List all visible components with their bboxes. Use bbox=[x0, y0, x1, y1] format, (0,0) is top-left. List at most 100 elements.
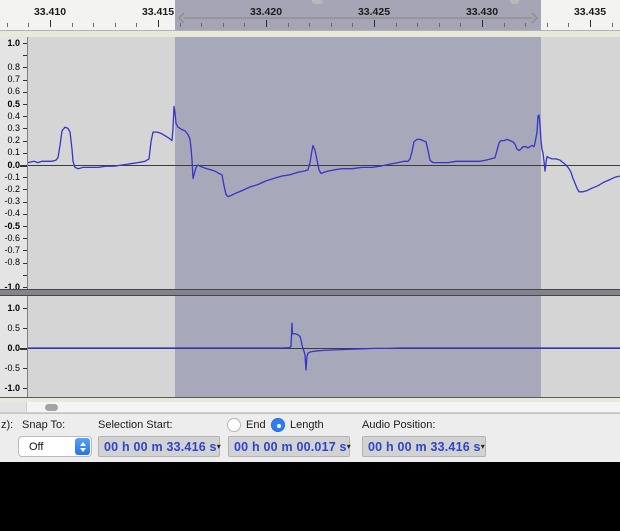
scale-tick bbox=[23, 201, 27, 203]
timeline-selection-region[interactable] bbox=[175, 0, 541, 30]
scale-label: -0.5 bbox=[4, 362, 20, 373]
scale-tick bbox=[20, 164, 27, 167]
ruler-tick bbox=[71, 23, 73, 27]
scale-label: 0.7 bbox=[7, 74, 20, 85]
scale-tick bbox=[23, 104, 27, 105]
selection-start-label: Selection Start: bbox=[98, 419, 173, 431]
scale-label: -0.3 bbox=[4, 196, 20, 207]
cropped-toolbar-notch bbox=[510, 0, 519, 4]
ruler-tick bbox=[525, 23, 527, 27]
track-selection-region[interactable] bbox=[175, 296, 541, 397]
vertical-scale-ruler[interactable]: 1.0 0.5 0.0 -0.5 -1.0 bbox=[0, 296, 28, 397]
vertical-scale-ruler[interactable]: 1.0 0.8 0.7 0.6 0.5 0.4 0.3 0.2 0.1 0.0 -0.1 -0.2 -0… bbox=[0, 37, 28, 289]
scale-label: -0.4 bbox=[4, 208, 20, 219]
scrollbar-corner bbox=[0, 402, 27, 412]
ruler-tick bbox=[114, 23, 116, 27]
selection-length-field[interactable]: 00 h 00 m 00.017 s ▾ bbox=[228, 436, 351, 457]
ruler-tick bbox=[590, 20, 591, 27]
ruler-tick bbox=[568, 23, 570, 27]
scale-label: -0.2 bbox=[4, 183, 20, 194]
scale-label: -0.7 bbox=[4, 244, 20, 255]
ruler-tick bbox=[6, 23, 8, 27]
audio-track-2[interactable]: 1.0 0.5 0.0 -0.5 -1.0 bbox=[0, 296, 620, 397]
audio-track-1[interactable]: 1.0 0.8 0.7 0.6 0.5 0.4 0.3 0.2 0.1 0.0 -0.1 -0.2 -0… bbox=[0, 37, 620, 289]
ruler-tick bbox=[330, 23, 332, 27]
end-radio-label[interactable]: End bbox=[246, 419, 266, 431]
ruler-tick bbox=[352, 23, 354, 27]
ruler-tick bbox=[28, 23, 30, 27]
scale-tick bbox=[23, 368, 27, 369]
scale-tick bbox=[23, 262, 27, 264]
scale-tick bbox=[23, 67, 27, 69]
ruler-tick bbox=[93, 23, 95, 27]
ruler-tick bbox=[374, 20, 375, 27]
scale-tick bbox=[23, 152, 27, 154]
ruler-tick bbox=[266, 20, 267, 27]
bottom-letterbox bbox=[0, 462, 620, 531]
scale-tick bbox=[23, 274, 27, 276]
ruler-tick bbox=[50, 20, 51, 27]
ruler-tick bbox=[309, 23, 311, 27]
scale-tick bbox=[23, 140, 27, 142]
scale-tick bbox=[23, 55, 27, 57]
snap-to-select[interactable]: Off bbox=[18, 436, 92, 457]
scale-tick bbox=[23, 79, 27, 81]
chevron-down-icon[interactable]: ▾ bbox=[216, 441, 221, 451]
scale-tick bbox=[23, 328, 27, 329]
scrollbar-thumb[interactable] bbox=[45, 404, 58, 411]
chevron-down-icon[interactable]: ▾ bbox=[480, 441, 485, 451]
selection-length-value: 00 h 00 m 00.017 s bbox=[234, 439, 347, 454]
scale-tick bbox=[23, 308, 27, 309]
waveform[interactable] bbox=[0, 296, 620, 397]
selection-toolbar: z): Snap To: Selection Start: End Length… bbox=[0, 413, 620, 462]
timeline-ruler[interactable]: 33.410 33.415 33.420 33.425 33.430 33.435 bbox=[0, 0, 620, 31]
audio-position-label: Audio Position: bbox=[362, 419, 436, 431]
timeline-selection-handles[interactable] bbox=[0, 0, 620, 30]
end-radio[interactable] bbox=[227, 418, 241, 432]
scale-label: 0.1 bbox=[7, 147, 20, 158]
scale-label: -0.6 bbox=[4, 232, 20, 243]
workspace-band bbox=[0, 397, 620, 403]
scale-label: 0.3 bbox=[7, 122, 20, 133]
audio-position-value: 00 h 00 m 33.416 s bbox=[368, 439, 481, 454]
zero-amplitude-line bbox=[28, 348, 620, 349]
ruler-tick bbox=[438, 23, 440, 27]
scale-label: 0.0 bbox=[7, 159, 20, 170]
length-radio[interactable] bbox=[271, 418, 285, 432]
track-separator bbox=[0, 289, 620, 296]
scale-label: -0.1 bbox=[4, 171, 20, 182]
ruler-tick bbox=[482, 20, 483, 27]
scale-tick bbox=[23, 91, 27, 93]
track-selection-region[interactable] bbox=[175, 37, 541, 289]
scale-label: 0.4 bbox=[7, 110, 20, 121]
ruler-tick bbox=[179, 23, 181, 27]
ruler-tick bbox=[201, 23, 203, 27]
ruler-tick bbox=[417, 23, 419, 27]
scale-tick bbox=[23, 287, 27, 288]
rate-label-cutoff: z): bbox=[1, 419, 14, 431]
ruler-tick bbox=[460, 23, 462, 27]
scale-label: -0.5 bbox=[4, 220, 20, 231]
selection-start-field[interactable]: 00 h 00 m 33.416 s ▾ bbox=[98, 436, 221, 457]
ruler-tick bbox=[244, 23, 246, 27]
scale-tick bbox=[23, 189, 27, 191]
ruler-tick bbox=[546, 23, 548, 27]
ruler-tick bbox=[395, 23, 397, 27]
horizontal-scrollbar[interactable] bbox=[0, 402, 620, 413]
ruler-time-label: 33.435 bbox=[573, 6, 607, 18]
ruler-tick bbox=[222, 23, 224, 27]
waveform[interactable] bbox=[0, 37, 620, 289]
scale-label: -1.0 bbox=[4, 382, 20, 393]
length-radio-label[interactable]: Length bbox=[290, 419, 324, 431]
selection-right-handle-icon bbox=[531, 12, 539, 24]
audio-position-field[interactable]: 00 h 00 m 33.416 s ▾ bbox=[362, 436, 486, 457]
stepper-icon[interactable] bbox=[75, 438, 90, 455]
snap-to-value: Off bbox=[29, 440, 44, 453]
chevron-down-icon[interactable]: ▾ bbox=[346, 441, 351, 451]
scale-label: -0.8 bbox=[4, 257, 20, 268]
scale-label: 1.0 bbox=[7, 302, 20, 313]
zero-amplitude-line bbox=[28, 165, 620, 166]
ruler-tick bbox=[611, 23, 613, 27]
selection-start-value: 00 h 00 m 33.416 s bbox=[104, 439, 217, 454]
